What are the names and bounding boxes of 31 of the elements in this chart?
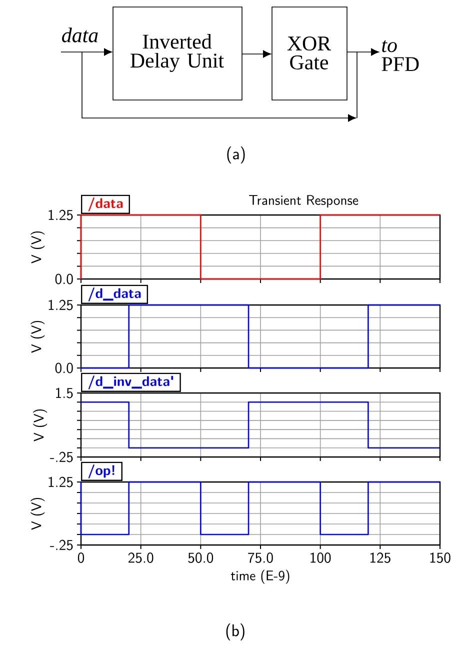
y-tick-label: 0.0 — [55, 274, 73, 284]
x-tick-label: 150 — [430, 552, 450, 563]
x-tick-label: 0 — [78, 552, 84, 563]
x-tick-label: 50.0 — [188, 552, 214, 563]
series-label: /d_data — [88, 287, 141, 302]
y-axis-title: V (V) — [30, 231, 45, 264]
x-tick-label: 125 — [370, 552, 390, 563]
y-axis-title: V (V) — [33, 409, 48, 442]
y-tick-label: 1.25 — [48, 210, 73, 220]
series-label: /op! — [88, 464, 114, 478]
chart-title: Transient Response — [249, 195, 358, 208]
y-axis-title: V (V) — [30, 320, 45, 353]
y-tick-label: 1.5 — [56, 388, 73, 398]
y-axis-title: V (V) — [30, 498, 45, 530]
x-tick-label: 25.0 — [128, 552, 154, 563]
x-axis-title: time (E-9) — [230, 570, 290, 584]
text: (a) — [227, 146, 245, 164]
text: Inverted Delay Unit — [130, 34, 224, 72]
x-tick-label: 75.0 — [248, 552, 273, 563]
y-tick-label: -.25 — [50, 452, 73, 462]
text: (b) — [226, 623, 244, 640]
text: to PFD — [382, 40, 419, 71]
y-tick-label: -.25 — [50, 540, 73, 550]
y-tick-label: 1.25 — [48, 300, 73, 310]
text: XOR Gate — [287, 36, 332, 70]
series-label: /data — [88, 197, 123, 212]
x-tick-label: 100 — [310, 552, 331, 563]
text: data — [62, 28, 98, 42]
y-tick-label: 0.0 — [55, 362, 73, 374]
y-tick-label: 1.25 — [48, 476, 73, 488]
series-label: /d_inv_data' — [88, 375, 174, 390]
